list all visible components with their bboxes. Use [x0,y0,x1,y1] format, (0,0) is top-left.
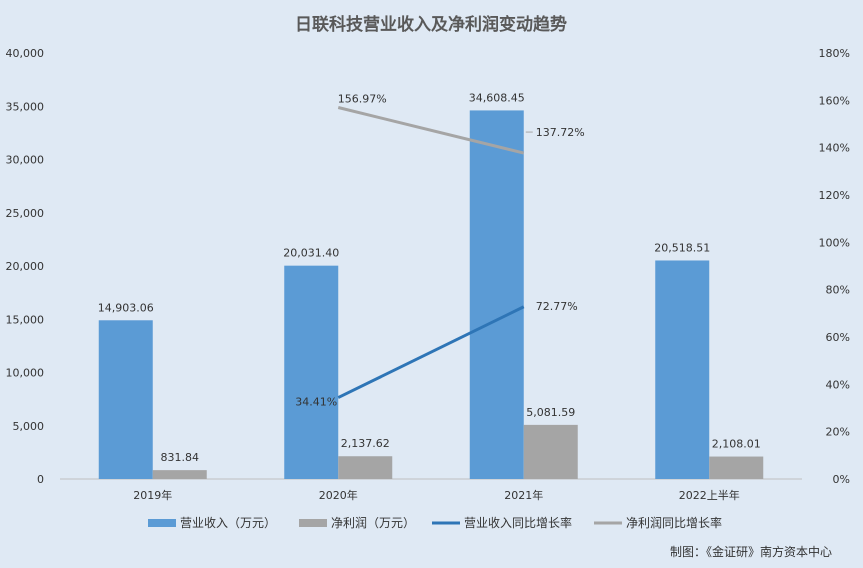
y-right-tick-label: 160% [819,94,850,107]
bar [655,260,710,479]
legend-swatch [148,519,176,527]
x-tick-label: 2019年 [133,488,172,502]
lines [337,106,525,399]
data-labels: 14,903.06 20,031.40 34,608.45 20,518.51 831.… [98,91,761,464]
y-right-tick-label: 140% [819,142,850,155]
line-data-label: 72.77% [536,300,578,313]
bars [98,110,764,479]
y-left-tick-label: 15,000 [6,313,45,326]
legend-label: 净利润同比增长率 [626,515,722,530]
line-data-label: 34.41% [295,396,337,409]
y-right-tick-label: 80% [826,284,850,297]
y-left-tick-label: 40,000 [6,47,45,60]
bar [98,320,153,479]
bar-data-label: 20,518.51 [654,241,710,254]
x-tick-label: 2022上半年 [679,488,740,502]
line-data-label: 137.72% [536,126,585,139]
y-right-tick-label: 120% [819,189,850,202]
y-left-tick-label: 25,000 [6,207,45,220]
bar [284,265,339,479]
y-left-tick-label: 0 [37,473,44,486]
legend-label: 营业收入同比增长率 [464,515,572,530]
y-left-tick-label: 5,000 [13,420,45,433]
x-tick-label: 2021年 [504,488,543,502]
y-left-tick-label: 20,000 [6,260,45,273]
legend: 营业收入（万元） 净利润（万元） 营业收入同比增长率 净利润同比增长率 [148,515,722,530]
bar [469,110,524,479]
bar [709,456,764,479]
legend-label: 营业收入（万元） [180,516,276,530]
series-line [337,106,525,155]
bar-data-label: 831.84 [161,451,200,464]
bar [338,456,393,479]
y-left-tick-label: 35,000 [6,100,45,113]
legend-swatch [299,519,327,527]
bar-data-label: 34,608.45 [469,91,525,104]
y-left-tick-label: 30,000 [6,154,45,167]
y-right-tick-label: 0% [833,473,850,486]
y-right-tick-label: 100% [819,236,850,249]
axes: 0 5,000 10,000 15,000 20,000 25,000 30,000 35,0… [6,47,851,502]
source-note: 制图：《金证研》南方资本中心 [670,544,832,559]
bar [523,424,578,479]
y-right-tick-label: 40% [826,378,850,391]
bar-data-label: 2,108.01 [712,438,761,451]
bar-data-label: 20,031.40 [283,247,339,260]
legend-label: 净利润（万元） [331,516,415,530]
y-right-tick-label: 20% [826,426,850,439]
line-data-label: 156.97% [338,93,387,106]
bar-data-label: 2,137.62 [341,437,390,450]
bar [152,470,207,479]
y-right-tick-label: 180% [819,47,850,60]
bar-data-label: 5,081.59 [526,406,575,419]
series-line [337,305,525,399]
y-right-tick-label: 60% [826,331,850,344]
y-left-tick-label: 10,000 [6,367,45,380]
bar-data-label: 14,903.06 [98,301,154,314]
chart-title: 日联科技营业收入及净利润变动趋势 [295,14,567,35]
x-tick-label: 2020年 [319,488,358,502]
